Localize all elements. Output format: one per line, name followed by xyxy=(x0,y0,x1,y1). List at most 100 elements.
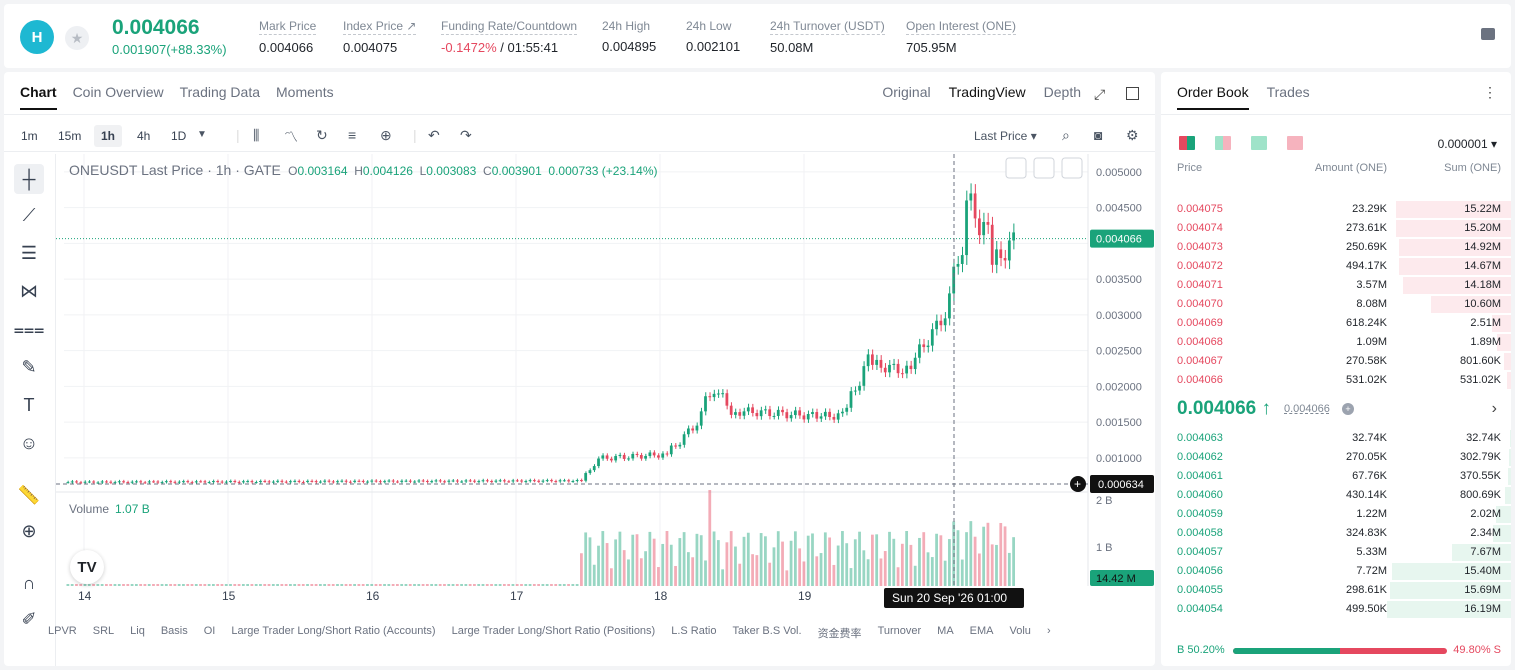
lock-pen-icon[interactable]: ✐ xyxy=(21,608,37,629)
layout-bids-icon[interactable] xyxy=(1251,136,1267,150)
layout-split-icon[interactable] xyxy=(1215,136,1231,150)
expand-icon[interactable]: ⤢ xyxy=(1094,86,1106,102)
candle-type-icon[interactable]: ⫼ xyxy=(253,127,260,143)
tab-coin-overview[interactable]: Coin Overview xyxy=(72,84,164,100)
indicator-ema[interactable]: EMA xyxy=(969,625,994,637)
indicator-volume[interactable]: Volu xyxy=(1009,625,1031,637)
legend-open: 0.003164 xyxy=(297,164,348,178)
indicator-lpvr[interactable]: LPVR xyxy=(48,625,77,637)
ask-row[interactable]: 0.004070 8.08M 10.60M xyxy=(1161,295,1511,314)
volume-bar xyxy=(113,584,117,586)
indicator-ls-accounts[interactable]: Large Trader Long/Short Ratio (Accounts) xyxy=(231,625,436,637)
indicator-liq[interactable]: Liq xyxy=(130,625,145,637)
ask-row[interactable]: 0.004071 3.57M 14.18M xyxy=(1161,276,1511,295)
candle-body xyxy=(361,480,365,482)
view-depth[interactable]: Depth xyxy=(1043,84,1081,100)
tab-chart[interactable]: Chart xyxy=(20,84,57,110)
trendline-icon[interactable]: ⟋ xyxy=(22,204,36,225)
bid-row[interactable]: 0.004060 430.14K 800.69K xyxy=(1161,486,1511,505)
indicator-srl[interactable]: SRL xyxy=(92,625,115,637)
bid-row[interactable]: 0.004057 5.33M 7.67M xyxy=(1161,543,1511,562)
ask-row[interactable]: 0.004067 270.58K 801.60K xyxy=(1161,352,1511,371)
chevron-right-icon[interactable]: › xyxy=(1046,625,1051,637)
text-tool-icon[interactable]: T xyxy=(23,394,35,415)
ask-row[interactable]: 0.004066 531.02K 531.02K xyxy=(1161,371,1511,390)
timeframe-1d[interactable]: 1D xyxy=(171,129,187,143)
horizontal-lines-icon[interactable]: ☰ xyxy=(20,242,38,263)
indicator-ls-positions[interactable]: Large Trader Long/Short Ratio (Positions… xyxy=(451,625,656,637)
favorite-star-icon[interactable]: ★ xyxy=(65,26,89,50)
more-menu-icon[interactable]: ⋮ xyxy=(1483,84,1497,100)
zoom-in-icon[interactable]: ⊕ xyxy=(21,520,37,541)
layout-both-icon[interactable] xyxy=(1179,136,1195,150)
timeframe-1h[interactable]: 1h xyxy=(94,125,123,147)
indicator-ma[interactable]: MA xyxy=(937,625,954,637)
indicator-funding-rate[interactable]: 资金费率 xyxy=(817,628,862,640)
camera-icon[interactable]: ◙ xyxy=(1094,127,1103,143)
view-tradingview[interactable]: TradingView xyxy=(948,84,1026,100)
bid-row[interactable]: 0.004056 7.72M 15.40M xyxy=(1161,562,1511,581)
brush-icon[interactable]: ✎ xyxy=(21,356,37,377)
precision-select[interactable]: 0.000001 ▾ xyxy=(1437,137,1497,151)
undo-icon[interactable]: ↶ xyxy=(428,127,440,143)
search-icon[interactable]: ⌕ xyxy=(1062,127,1070,143)
index-price-stat[interactable]: Index Price ↗ 0.004075 xyxy=(343,19,417,55)
tab-trades[interactable]: Trades xyxy=(1266,84,1310,100)
index-price-label[interactable]: Index Price ↗ xyxy=(343,19,417,35)
indicator-oi[interactable]: OI xyxy=(203,625,216,637)
indicator-taker-vol[interactable]: Taker B.S Vol. xyxy=(732,625,802,637)
price-source-select[interactable]: Last Price ▾ xyxy=(974,129,1037,143)
bid-row[interactable]: 0.004063 32.74K 32.74K xyxy=(1161,429,1511,448)
price-chart[interactable]: 0.0050000.0045000.0040000.0035000.003000… xyxy=(56,154,1155,614)
chevron-right-icon[interactable]: › xyxy=(1491,400,1497,417)
bid-row[interactable]: 0.004062 270.05K 302.79K xyxy=(1161,448,1511,467)
volume-bar xyxy=(314,584,318,586)
volume-bar xyxy=(858,531,861,586)
ask-row[interactable]: 0.004073 250.69K 14.92M xyxy=(1161,238,1511,257)
ask-row[interactable]: 0.004069 618.24K 2.51M xyxy=(1161,314,1511,333)
bid-row[interactable]: 0.004059 1.22M 2.02M xyxy=(1161,505,1511,524)
candle-body xyxy=(498,480,502,482)
bid-row[interactable]: 0.004054 499.50K 16.19M xyxy=(1161,600,1511,619)
tab-trading-data[interactable]: Trading Data xyxy=(179,84,261,100)
ask-row[interactable]: 0.004074 273.61K 15.20M xyxy=(1161,219,1511,238)
window-icon[interactable] xyxy=(1126,87,1139,100)
book-icon[interactable] xyxy=(1481,28,1495,40)
replay-icon[interactable]: ↻ xyxy=(316,127,328,143)
timeframe-4h[interactable]: 4h xyxy=(137,129,151,143)
ruler-icon[interactable]: 📏 xyxy=(17,484,41,505)
indicator-basis[interactable]: Basis xyxy=(160,625,188,637)
tradingview-logo-icon[interactable]: TV xyxy=(70,550,104,584)
redo-icon[interactable]: ↷ xyxy=(460,127,472,143)
magnet-icon[interactable]: ∩ xyxy=(22,572,36,593)
ask-row[interactable]: 0.004068 1.09M 1.89M xyxy=(1161,333,1511,352)
volume-bar xyxy=(550,584,553,586)
add-alert-icon[interactable]: ⊕ xyxy=(380,127,392,143)
volume-bar xyxy=(186,584,190,586)
tab-moments[interactable]: Moments xyxy=(276,84,334,100)
gear-icon[interactable]: ⚙ xyxy=(1126,127,1139,143)
crosshair-icon[interactable]: ┼ xyxy=(14,164,44,194)
candle-body xyxy=(883,367,887,373)
templates-icon[interactable]: ≡ xyxy=(348,127,357,143)
indicator-ls-ratio[interactable]: L.S Ratio xyxy=(671,625,717,637)
view-original[interactable]: Original xyxy=(882,84,931,100)
indicator-turnover[interactable]: Turnover xyxy=(877,625,922,637)
bid-row[interactable]: 0.004055 298.61K 15.69M xyxy=(1161,581,1511,600)
layout-asks-icon[interactable] xyxy=(1287,136,1303,150)
ask-row[interactable]: 0.004075 23.29K 15.22M xyxy=(1161,200,1511,219)
timeframe-15m[interactable]: 15m xyxy=(58,129,82,143)
indicators-icon[interactable]: 〽 xyxy=(284,129,298,145)
candle-body xyxy=(609,458,613,461)
fib-icon[interactable]: ⩶ xyxy=(13,318,45,339)
ask-row[interactable]: 0.004072 494.17K 14.67M xyxy=(1161,257,1511,276)
emoji-icon[interactable]: ☺ xyxy=(19,432,39,453)
bid-row[interactable]: 0.004058 324.83K 2.34M xyxy=(1161,524,1511,543)
bid-price: 0.004055 xyxy=(1177,584,1223,596)
tab-order-book[interactable]: Order Book xyxy=(1177,84,1249,110)
chevron-down-icon[interactable]: ▼ xyxy=(197,129,207,140)
bid-row[interactable]: 0.004061 67.76K 370.55K xyxy=(1161,467,1511,486)
timeframe-1m[interactable]: 1m xyxy=(21,129,38,143)
candle-body xyxy=(708,396,712,398)
pattern-icon[interactable]: ⋈ xyxy=(20,280,38,301)
